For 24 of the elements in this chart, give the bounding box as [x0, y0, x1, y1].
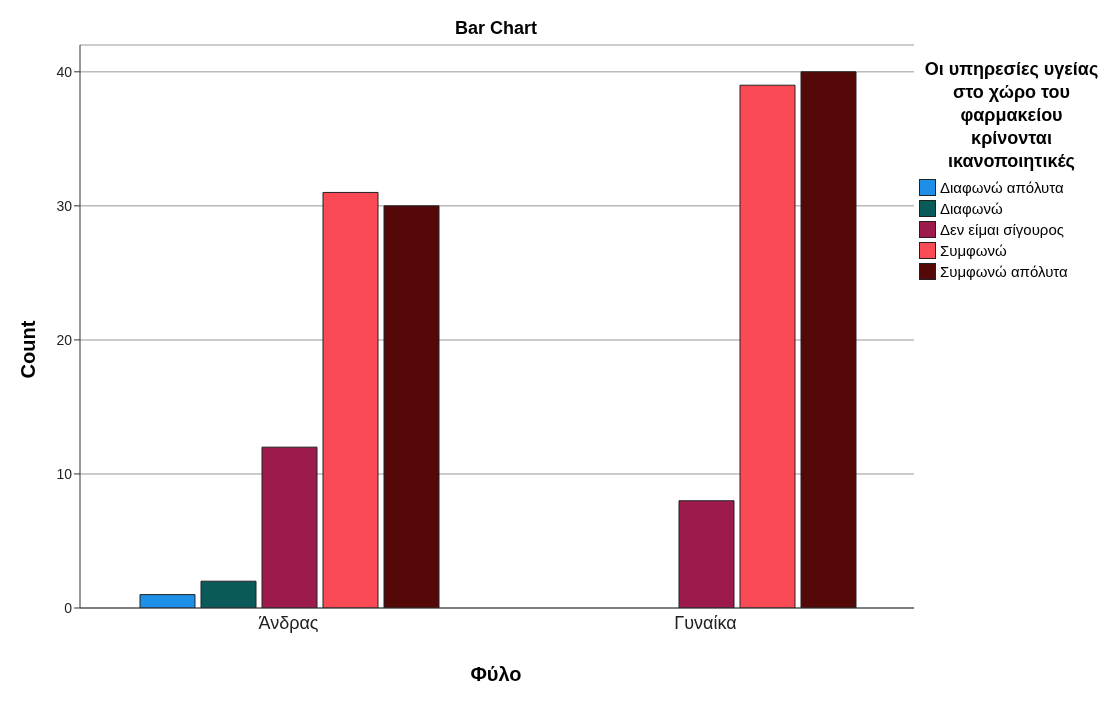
bar — [383, 205, 440, 608]
x-axis-title: Φύλο — [469, 663, 523, 686]
x-tick-label: Γυναίκα — [674, 612, 737, 633]
legend-label: Συμφωνώ — [940, 242, 1007, 259]
bar — [800, 71, 857, 608]
y-axis-title: Count — [16, 319, 40, 381]
bar — [139, 594, 196, 608]
bar — [200, 580, 257, 608]
y-tick-label: 40 — [56, 63, 73, 80]
legend-label: Διαφωνώ — [940, 200, 1003, 217]
legend-title: Οι υπηρεσίες υγείας στο χώρο του φαρμακείου κρίνονται ικανοποιητικές — [923, 58, 1100, 173]
y-tick-label: 0 — [64, 599, 73, 616]
legend-label: Διαφωνώ απόλυτα — [940, 179, 1064, 196]
x-tick-label: Άνδρας — [258, 612, 319, 633]
bar — [678, 500, 735, 608]
y-tick-label: 30 — [56, 197, 73, 214]
y-tick-label: 20 — [56, 331, 73, 348]
bar — [322, 191, 379, 608]
chart-title: Bar Chart — [454, 18, 538, 39]
y-tick-label: 10 — [56, 465, 73, 482]
legend-label: Δεν είμαι σίγουρος — [940, 221, 1064, 238]
bar — [739, 84, 796, 608]
legend-label: Συμφωνώ απόλυτα — [940, 263, 1068, 280]
bar — [261, 446, 318, 608]
